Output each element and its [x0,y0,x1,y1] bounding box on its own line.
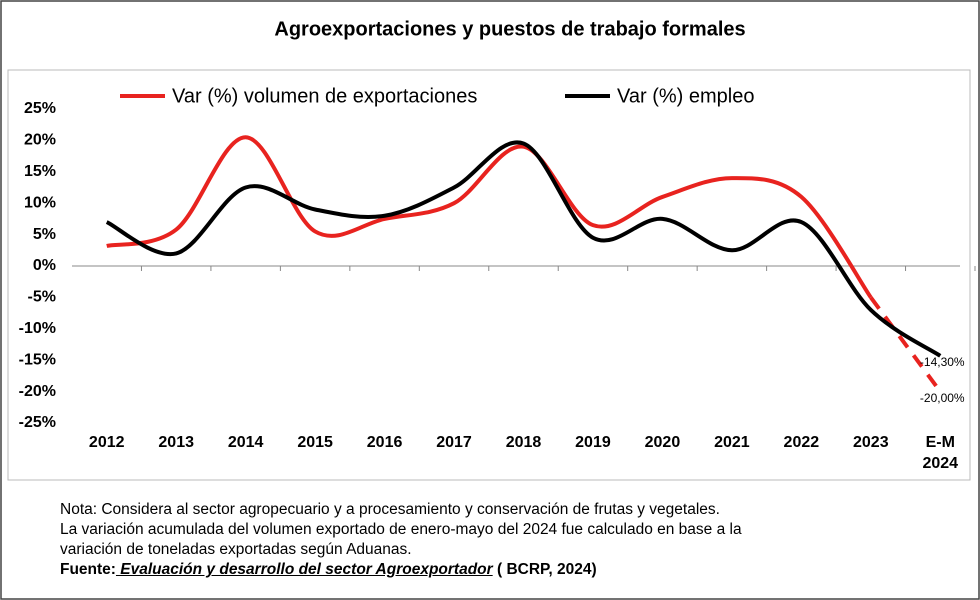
y-tick-label: -15% [19,351,56,368]
note-line: variación de toneladas exportadas según … [60,541,412,558]
y-tick-label: 20% [24,132,56,149]
y-tick-label: -25% [19,414,56,431]
note-line: La variación acumulada del volumen expor… [60,521,742,538]
x-tick-label: 2014 [228,434,264,451]
value-label: -20,00% [920,391,965,405]
x-tick-label: 2022 [784,434,820,451]
series-line [105,140,942,358]
y-tick-label: 10% [24,194,56,211]
x-tick-label: 2017 [436,434,472,451]
series-line [106,135,873,299]
source-prefix: Fuente: [60,561,116,578]
y-tick-label: 5% [33,226,56,243]
source: Fuente: Evaluación y desarrollo del sect… [60,560,742,580]
note-line: Nota: Considera al sector agropecuario y… [60,501,720,518]
source-suffix: ( BCRP, 2024) [492,561,597,578]
chart-title: Agroexportaciones y puestos de trabajo f… [274,18,745,40]
legend-label: Var (%) empleo [617,85,754,107]
x-tick-label: 2018 [506,434,542,451]
note: Nota: Considera al sector agropecuario y… [60,500,742,580]
y-tick-label: -10% [19,320,56,337]
series-dashed-segment [869,296,942,393]
x-tick-label: 2015 [297,434,333,451]
source-title: Evaluación y desarrollo del sector Agroe… [115,561,493,578]
plot-border [7,69,971,481]
x-tick-label: 2021 [714,434,750,451]
y-tick-label: 25% [24,100,56,117]
x-tick-label: 2020 [645,434,681,451]
value-label: -14,30% [920,355,965,369]
x-tick-label: 2023 [853,434,889,451]
x-tick-label: E-M 2024 [922,434,958,472]
x-tick-label: 2016 [367,434,403,451]
legend-label: Var (%) volumen de exportaciones [172,85,477,107]
y-tick-label: -5% [28,289,56,306]
x-tick-label: 2012 [89,434,125,451]
y-tick-label: 0% [33,257,56,274]
y-tick-label: -20% [19,383,56,400]
x-tick-label: 2019 [575,434,611,451]
x-tick-label: 2013 [158,434,194,451]
y-tick-label: 15% [24,163,56,180]
